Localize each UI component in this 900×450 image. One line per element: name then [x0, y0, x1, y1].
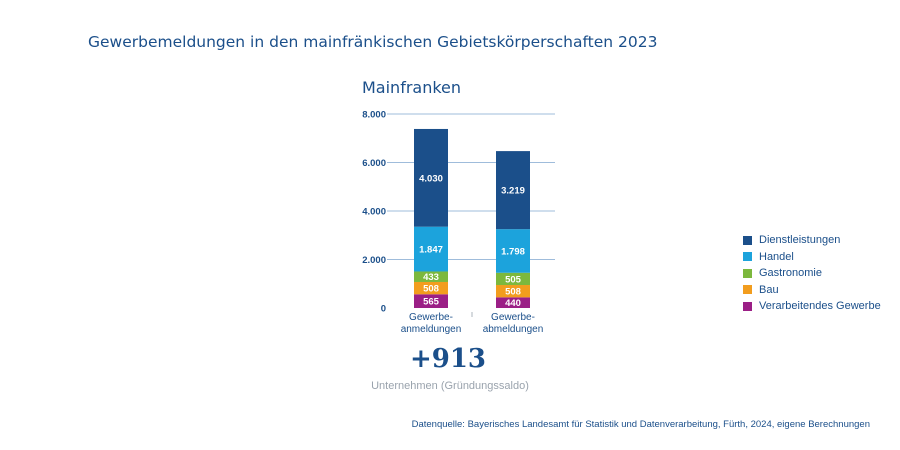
- x-tick-label: Gewerbe-: [409, 312, 453, 323]
- page-title: Gewerbemeldungen in den mainfränkischen …: [88, 33, 658, 51]
- bar-segment: [414, 226, 448, 272]
- bar-segment: [496, 272, 530, 286]
- legend-item: Handel: [743, 249, 881, 266]
- y-tick-label: 2.000: [362, 255, 386, 266]
- bar-segment: [496, 297, 530, 308]
- x-tick-label: abmeldungen: [483, 324, 544, 335]
- legend-label: Gastronomie: [759, 267, 822, 280]
- y-tick-label: 4.000: [362, 207, 386, 218]
- y-tick-label: 8.000: [362, 110, 386, 121]
- data-label: 440: [505, 298, 521, 309]
- legend-item: Verarbeitendes Gewerbe: [743, 298, 881, 315]
- chart-title: Mainfranken: [362, 78, 462, 97]
- bar-segment: [414, 294, 448, 308]
- saldo-value: +913: [409, 344, 487, 374]
- data-label: 3.219: [501, 186, 525, 197]
- x-tick-label: anmeldungen: [401, 324, 462, 335]
- bar-segment: [496, 229, 530, 273]
- legend-swatch: [743, 301, 752, 311]
- legend: Dienstleistungen Handel Gastronomie Bau Vera…: [743, 232, 881, 315]
- y-tick-label: 6.000: [362, 158, 386, 169]
- legend-label: Verarbeitendes Gewerbe: [759, 300, 881, 313]
- legend-item: Bau: [743, 282, 881, 299]
- bar-segment: [496, 285, 530, 298]
- legend-swatch: [743, 235, 752, 245]
- legend-swatch: [743, 268, 752, 278]
- data-label: 433: [423, 272, 439, 283]
- legend-label: Dienstleistungen: [759, 234, 841, 247]
- data-label: 508: [423, 284, 439, 295]
- data-label: 508: [505, 287, 521, 298]
- legend-swatch: [743, 252, 752, 262]
- data-label: 565: [423, 297, 440, 308]
- legend-label: Bau: [759, 283, 779, 296]
- x-tick-label: Gewerbe-: [491, 312, 535, 323]
- legend-item: Gastronomie: [743, 265, 881, 282]
- bar-segment: [414, 281, 448, 295]
- saldo-label: Unternehmen (Gründungssaldo): [371, 380, 529, 392]
- y-tick-label: 0: [381, 304, 386, 315]
- bar-segment: [414, 128, 448, 227]
- legend-item: Dienstleistungen: [743, 232, 881, 249]
- data-label: 1.798: [501, 246, 525, 257]
- data-label: 1.847: [419, 245, 443, 256]
- legend-swatch: [743, 285, 752, 295]
- bar-segment: [496, 151, 530, 230]
- data-label: 4.030: [419, 173, 443, 184]
- bar-segment: [414, 271, 448, 282]
- legend-label: Handel: [759, 250, 794, 263]
- source-note: Datenquelle: Bayerisches Landesamt für S…: [411, 419, 870, 430]
- data-label: 505: [505, 274, 522, 285]
